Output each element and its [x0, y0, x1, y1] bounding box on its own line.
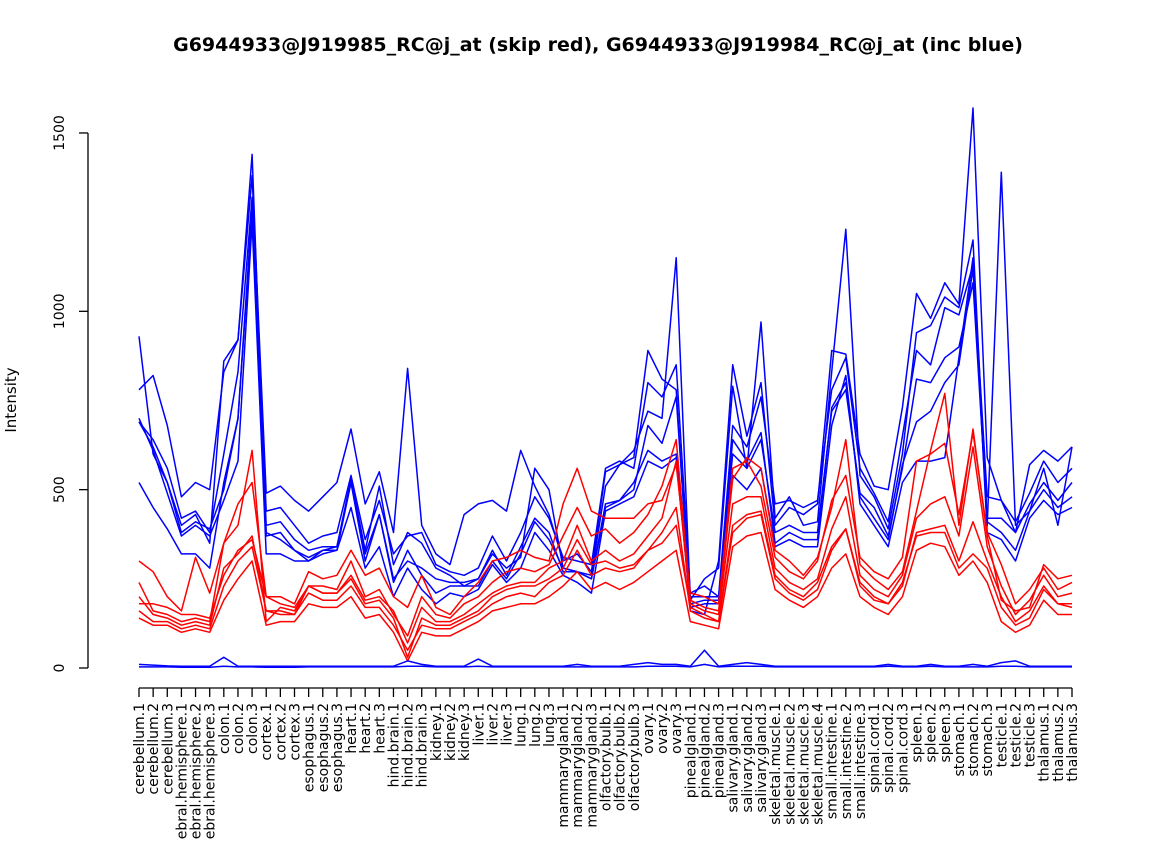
x-tick-label: skeletal.muscle.1	[768, 703, 784, 825]
x-tick-label: ovary.2	[655, 703, 671, 754]
x-tick-label: spleen.3	[938, 703, 954, 763]
x-tick-label: stomach.1	[952, 703, 968, 777]
x-tick-label: thalamus.3	[1065, 703, 1081, 782]
x-tick-label: thalamus.1	[1037, 703, 1053, 782]
x-tick-label: liver.2	[485, 703, 501, 746]
x-tick-label: cortex.2	[273, 703, 289, 761]
x-tick-label: kidney.1	[429, 703, 445, 761]
y-tick-label: 0	[52, 664, 68, 673]
x-tick-label: lung.3	[542, 703, 558, 747]
x-tick-label: olfactory.bulb.1	[599, 703, 615, 811]
x-tick-label: kidney.3	[457, 703, 473, 761]
x-tick-label: pinealgland.2	[697, 703, 713, 798]
series-line-9	[139, 446, 1073, 644]
x-tick-label: salivary.gland.3	[754, 703, 770, 812]
x-tick-label: testicle.2	[1008, 703, 1024, 767]
x-tick-label: esophagus.1	[302, 703, 318, 792]
series-line-13	[138, 649, 1072, 667]
series-line-7	[138, 392, 1073, 637]
series-line-1	[138, 153, 1073, 601]
series-layer	[138, 107, 1073, 669]
x-tick-label: stomach.3	[980, 703, 996, 777]
x-tick-label: skeletal.muscle.4	[811, 703, 827, 825]
x-tick-label: spleen.2	[924, 703, 940, 763]
x-tick-label: lung.2	[528, 703, 544, 747]
x-tick-label: kidney.2	[443, 703, 459, 761]
x-tick-label: small.intestine.3	[853, 703, 869, 819]
x-tick-label: liver.3	[500, 703, 516, 746]
series-line-14	[139, 663, 1072, 669]
series-line-11	[138, 510, 1073, 659]
x-tick-label: cortex.1	[259, 703, 275, 761]
x-tick-label: mammarygland.1	[556, 703, 572, 828]
x-tick-label: pinealgland.3	[712, 703, 728, 798]
y-axis: 0 500 1000 1500	[52, 115, 89, 673]
x-tick-label: mammarygland.3	[584, 703, 600, 828]
y-tick-label: 1000	[52, 293, 68, 329]
x-tick-label: colon.1	[217, 703, 233, 754]
x-tick-label: hind.brain.2	[401, 703, 417, 787]
series-line-3	[138, 196, 1073, 598]
x-tick-label: spinal.cord.2	[881, 703, 897, 793]
x-tick-label: cerebellum.2	[146, 703, 162, 795]
x-tick-label: cortex.3	[288, 703, 304, 761]
x-tick-label: hind.brain.1	[386, 703, 402, 787]
x-tick-label: spleen.1	[910, 703, 926, 763]
x-tick-label: pinealgland.1	[683, 703, 699, 798]
x-tick-label: olfactory.bulb.3	[627, 703, 643, 811]
x-tick-label: cerebellum.1	[132, 703, 148, 795]
x-tick-label: heart.3	[372, 703, 388, 754]
y-axis-label: Intensity	[2, 367, 20, 432]
x-tick-label: colon.2	[231, 703, 247, 754]
x-axis: cerebellum.1cerebellum.2cerebellum.3ebra…	[132, 687, 1081, 839]
y-tick-label: 1500	[52, 115, 68, 151]
x-tick-label: heart.1	[344, 703, 360, 754]
x-tick-label: hind.brain.3	[415, 703, 431, 787]
x-tick-label: thalamus.2	[1051, 703, 1067, 782]
x-tick-label: esophagus.2	[316, 703, 332, 792]
x-tick-label: stomach.2	[966, 703, 982, 777]
x-tick-label: heart.2	[358, 703, 374, 754]
x-tick-label: ovary.3	[669, 703, 685, 754]
x-tick-label: testicle.3	[1023, 703, 1039, 767]
x-tick-label: testicle.1	[994, 703, 1010, 767]
x-tick-label: salivary.gland.1	[726, 703, 742, 812]
x-tick-label: mammarygland.2	[570, 703, 586, 828]
x-tick-label: skeletal.muscle.2	[782, 703, 798, 825]
x-tick-label: ebral.hemisphere.2	[189, 703, 205, 839]
x-tick-label: ebral.hemisphere.1	[174, 703, 190, 839]
series-line-12	[138, 531, 1072, 662]
x-tick-label: esophagus.3	[330, 703, 346, 792]
x-tick-label: lung.1	[514, 703, 530, 747]
chart-title: G6944933@J919985_RC@j_at (skip red), G69…	[173, 34, 1023, 56]
x-tick-label: salivary.gland.2	[740, 703, 756, 812]
x-tick-label: liver.1	[471, 703, 487, 746]
x-tick-label: olfactory.bulb.2	[613, 703, 629, 811]
x-tick-label: skeletal.muscle.3	[796, 703, 812, 825]
x-tick-label: cerebellum.3	[160, 703, 176, 795]
series-line-6	[138, 207, 1073, 605]
series-line-8	[138, 431, 1073, 616]
x-tick-label: ebral.hemisphere.3	[203, 703, 219, 839]
y-tick-label: 500	[52, 476, 68, 503]
x-tick-label: spinal.cord.3	[895, 703, 911, 793]
x-tick-label: ovary.1	[641, 703, 657, 754]
x-tick-label: colon.3	[245, 703, 261, 754]
x-tick-label: small.intestine.2	[839, 703, 855, 819]
x-tick-label: spinal.cord.1	[867, 703, 883, 793]
x-tick-label: small.intestine.1	[825, 703, 841, 819]
